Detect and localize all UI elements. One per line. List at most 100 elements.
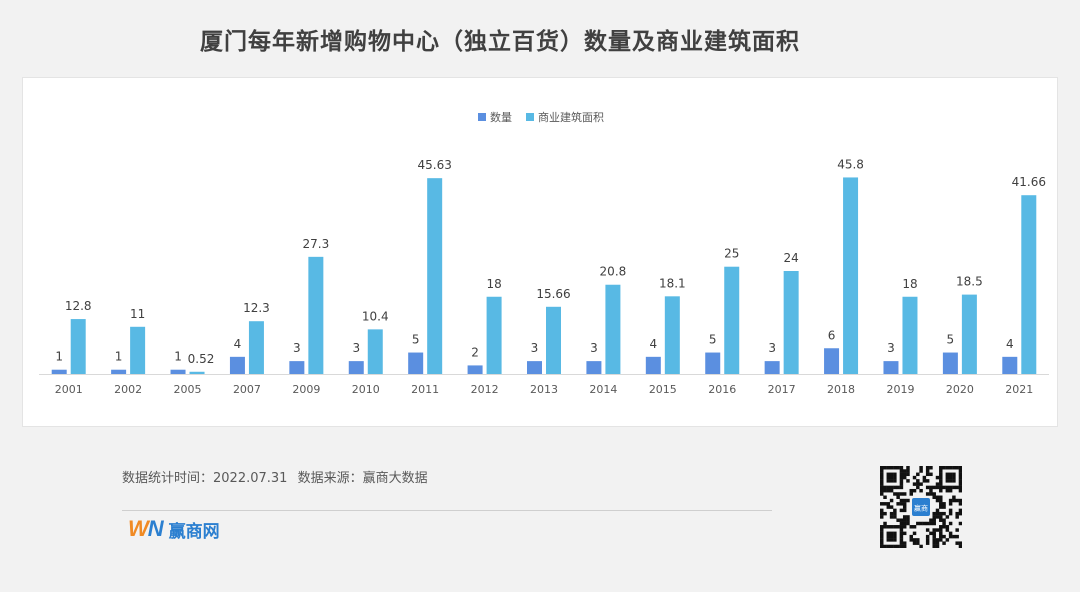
- data-label-count-2009: 3: [293, 341, 301, 355]
- bar-count-2013: [527, 361, 542, 374]
- data-label-area-2015: 18.1: [659, 276, 686, 290]
- data-label-area-2009: 27.3: [302, 237, 329, 251]
- legend-swatch-area: [526, 113, 534, 121]
- page-title: 厦门每年新增购物中心（独立百货）数量及商业建筑面积: [200, 29, 800, 55]
- bar-count-2005: [170, 369, 186, 374]
- x-tick-label-2011: 2011: [411, 383, 439, 396]
- data-label-area-2001: 12.8: [65, 299, 92, 313]
- bar-count-2018: [824, 348, 840, 374]
- data-label-area-2018: 45.8: [837, 157, 864, 171]
- legend-item-count: 数量: [478, 109, 512, 125]
- bar-area-2001: [70, 319, 86, 374]
- data-label-area-2014: 20.8: [600, 265, 627, 279]
- bar-count-2007: [229, 356, 245, 374]
- x-tick-label-2007: 2007: [233, 383, 261, 396]
- x-tick-label-2009: 2009: [292, 383, 320, 396]
- chart-panel: 数量 商业建筑面积 1 12.8 2001 1 11 2002 1 0.52 2005 4 12.3…: [22, 77, 1058, 427]
- bar-area-2013: [546, 306, 561, 374]
- bar-count-2002: [111, 369, 127, 374]
- data-label-count-2002: 1: [115, 350, 123, 364]
- bar-count-2015: [645, 356, 661, 374]
- bar-area-2002: [130, 326, 146, 374]
- x-tick-label-2010: 2010: [352, 383, 380, 396]
- bar-area-2009: [308, 256, 324, 374]
- x-tick-label-2020: 2020: [946, 383, 974, 396]
- winshang-logo-icon: WN: [128, 516, 164, 541]
- bar-area-2012: [486, 296, 502, 374]
- winshang-logo: WN 赢商网: [128, 516, 220, 542]
- x-tick-label-2014: 2014: [589, 383, 617, 396]
- bar-area-2007: [248, 321, 264, 374]
- bar-count-2014: [586, 361, 602, 374]
- data-label-area-2007: 12.3: [243, 301, 270, 315]
- qr-code-icon: 赢商: [880, 466, 962, 548]
- bar-area-2020: [961, 294, 977, 374]
- legend-label-area: 商业建筑面积: [538, 111, 604, 124]
- bar-area-2019: [902, 296, 918, 374]
- bar-count-2009: [289, 361, 305, 374]
- x-tick-label-2013: 2013: [530, 383, 558, 396]
- data-label-count-2010: 3: [352, 341, 360, 355]
- x-tick-label-2001: 2001: [55, 383, 83, 396]
- qr-center-badge: [912, 498, 930, 516]
- data-label-count-2007: 4: [234, 337, 242, 351]
- data-label-count-2016: 5: [709, 333, 717, 347]
- data-label-area-2016: 25: [724, 247, 739, 261]
- footer-divider: [122, 510, 772, 511]
- data-label-count-2001: 1: [55, 350, 63, 364]
- data-label-area-2005: 0.52: [188, 352, 215, 366]
- x-tick-label-2015: 2015: [649, 383, 677, 396]
- bar-count-2020: [942, 352, 958, 374]
- data-label-count-2013: 3: [531, 341, 539, 355]
- data-label-count-2021: 4: [1006, 337, 1014, 351]
- legend-label-count: 数量: [490, 111, 512, 124]
- bar-area-2018: [843, 177, 859, 374]
- x-tick-label-2002: 2002: [114, 383, 142, 396]
- source-text: 数据来源：赢商大数据: [297, 471, 428, 486]
- data-label-count-2019: 3: [887, 341, 895, 355]
- chart-legend: 数量 商业建筑面积: [23, 109, 1059, 125]
- data-label-area-2012: 18: [486, 277, 501, 291]
- qr-code-modules: [880, 466, 962, 548]
- data-label-count-2020: 5: [947, 333, 955, 347]
- bar-count-2017: [764, 361, 780, 374]
- data-label-area-2017: 24: [784, 251, 799, 265]
- data-label-area-2010: 10.4: [362, 309, 389, 323]
- footer-note: 数据统计时间：2022.07.31 数据来源：赢商大数据: [122, 467, 434, 486]
- bar-area-2010: [367, 329, 383, 374]
- bar-area-2015: [664, 296, 680, 374]
- x-tick-label-2018: 2018: [827, 383, 855, 396]
- bar-count-2011: [408, 352, 424, 374]
- data-label-count-2015: 4: [650, 337, 658, 351]
- x-tick-label-2012: 2012: [471, 383, 499, 396]
- data-label-area-2021: 41.66: [1012, 175, 1046, 189]
- data-label-area-2019: 18: [902, 277, 917, 291]
- bar-count-2010: [348, 361, 364, 374]
- x-tick-label-2019: 2019: [886, 383, 914, 396]
- bar-count-2012: [467, 365, 483, 374]
- data-label-count-2005: 1: [174, 350, 182, 364]
- stat-time-text: 数据统计时间：2022.07.31: [122, 471, 288, 486]
- data-label-count-2011: 5: [412, 333, 420, 347]
- data-label-count-2017: 3: [768, 341, 776, 355]
- bar-area-2017: [783, 271, 799, 374]
- bar-count-2021: [1002, 356, 1018, 374]
- data-label-count-2014: 3: [590, 341, 598, 355]
- bar-area-2021: [1021, 195, 1037, 374]
- bar-count-2019: [883, 361, 899, 374]
- qr-center-label: 赢商: [914, 504, 928, 513]
- x-tick-label-2005: 2005: [174, 383, 202, 396]
- bar-area-2016: [724, 266, 740, 374]
- brand-name: 赢商网: [168, 521, 220, 542]
- legend-item-area: 商业建筑面积: [526, 109, 604, 125]
- legend-swatch-count: [478, 113, 486, 121]
- x-tick-label-2016: 2016: [708, 383, 736, 396]
- data-label-area-2013: 15.66: [536, 287, 570, 301]
- data-label-area-2020: 18.5: [956, 275, 983, 289]
- x-tick-label-2017: 2017: [768, 383, 796, 396]
- bar-area-2014: [605, 284, 621, 374]
- bar-count-2001: [51, 369, 67, 374]
- bar-count-2016: [705, 352, 721, 374]
